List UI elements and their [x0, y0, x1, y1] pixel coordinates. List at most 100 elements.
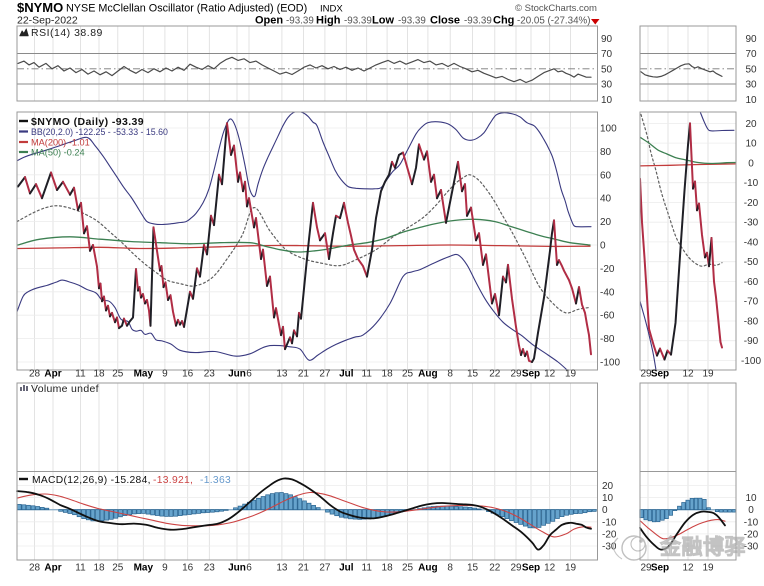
- svg-text:© StockCharts.com: © StockCharts.com: [515, 3, 597, 14]
- svg-text:11: 11: [362, 563, 373, 574]
- svg-text:-10: -10: [744, 517, 759, 528]
- svg-text:12: 12: [544, 563, 556, 574]
- svg-text:10: 10: [745, 95, 757, 106]
- svg-text:10: 10: [602, 493, 614, 504]
- svg-text:29: 29: [640, 563, 652, 574]
- svg-text:-10: -10: [744, 178, 759, 189]
- svg-text:NYSE McClellan Oscillator (Rat: NYSE McClellan Oscillator (Ratio Adjuste…: [66, 3, 307, 15]
- svg-text:70: 70: [601, 49, 613, 60]
- svg-text:May: May: [134, 563, 154, 574]
- svg-text:60: 60: [600, 170, 612, 181]
- svg-text:15: 15: [467, 369, 479, 380]
- svg-text:8: 8: [447, 563, 453, 574]
- svg-text:-80: -80: [600, 334, 615, 345]
- svg-text:27: 27: [319, 563, 331, 574]
- svg-text:25: 25: [402, 563, 414, 574]
- svg-text:19: 19: [702, 563, 714, 574]
- svg-text:RSI(14) 38.89: RSI(14) 38.89: [31, 27, 103, 39]
- svg-text:19: 19: [702, 369, 714, 380]
- svg-text:-93.39: -93.39: [398, 16, 426, 27]
- svg-text:-30: -30: [744, 218, 759, 229]
- svg-text:30: 30: [601, 80, 613, 91]
- svg-text:$NYMO (Daily) -93.39: $NYMO (Daily) -93.39: [31, 116, 144, 128]
- svg-text:Low: Low: [372, 15, 394, 27]
- svg-text:INDX: INDX: [320, 4, 343, 15]
- svg-text:High: High: [316, 15, 341, 27]
- svg-text:-30: -30: [602, 542, 617, 553]
- svg-text:-60: -60: [600, 311, 615, 322]
- svg-text:19: 19: [565, 563, 577, 574]
- svg-text:20: 20: [600, 217, 612, 228]
- svg-text:-80: -80: [744, 316, 759, 327]
- svg-text:Jun: Jun: [228, 369, 246, 380]
- svg-text:Jul: Jul: [339, 369, 354, 380]
- svg-text:Open: Open: [255, 15, 283, 27]
- svg-text:-93.39: -93.39: [286, 16, 314, 27]
- svg-text:-50: -50: [744, 257, 759, 268]
- svg-text:0: 0: [602, 505, 608, 516]
- svg-text:-30: -30: [744, 542, 759, 553]
- svg-text:22: 22: [489, 369, 501, 380]
- svg-text:30: 30: [745, 80, 757, 91]
- svg-text:70: 70: [745, 49, 757, 60]
- svg-text:May: May: [134, 369, 154, 380]
- svg-text:Close: Close: [430, 15, 460, 27]
- svg-text:-90: -90: [744, 336, 759, 347]
- svg-text:20: 20: [602, 481, 614, 492]
- svg-text:Sep: Sep: [522, 369, 540, 380]
- svg-text:18: 18: [382, 369, 394, 380]
- svg-text:25: 25: [112, 369, 124, 380]
- svg-text:6: 6: [246, 563, 252, 574]
- svg-text:11: 11: [75, 369, 86, 380]
- svg-text:25: 25: [112, 563, 124, 574]
- svg-text:Sep: Sep: [651, 563, 669, 574]
- svg-text:18: 18: [93, 563, 105, 574]
- svg-text:0: 0: [600, 241, 606, 252]
- svg-text:10: 10: [601, 95, 613, 106]
- svg-text:0: 0: [748, 158, 754, 169]
- svg-text:$NYMO: $NYMO: [17, 0, 63, 15]
- svg-text:18: 18: [382, 563, 394, 574]
- svg-text:0: 0: [748, 505, 754, 516]
- svg-text:23: 23: [204, 563, 216, 574]
- svg-text:16: 16: [182, 563, 194, 574]
- svg-text:16: 16: [182, 369, 194, 380]
- svg-text:Sep: Sep: [522, 563, 540, 574]
- svg-text:-20: -20: [744, 529, 759, 540]
- svg-text:50: 50: [745, 64, 757, 75]
- svg-text:-100: -100: [600, 358, 620, 369]
- svg-text:6: 6: [246, 369, 252, 380]
- svg-text:12: 12: [544, 369, 556, 380]
- svg-text:MA(50) -0.24: MA(50) -0.24: [31, 148, 85, 158]
- svg-text:40: 40: [600, 194, 612, 205]
- svg-text:22: 22: [489, 563, 501, 574]
- svg-text:-93.39: -93.39: [344, 16, 372, 27]
- svg-text:12: 12: [682, 563, 694, 574]
- svg-text:13: 13: [276, 563, 288, 574]
- svg-text:12: 12: [682, 369, 694, 380]
- svg-text:29: 29: [640, 369, 652, 380]
- svg-text:-20: -20: [744, 198, 759, 209]
- svg-text:-1.363: -1.363: [200, 475, 231, 486]
- svg-text:-40: -40: [744, 237, 759, 248]
- svg-text:MACD(12,26,9) -15.284,: MACD(12,26,9) -15.284,: [32, 475, 151, 486]
- svg-text:10: 10: [745, 139, 757, 150]
- svg-text:Sep: Sep: [651, 369, 669, 380]
- svg-text:20: 20: [745, 119, 757, 130]
- svg-text:27: 27: [319, 369, 331, 380]
- svg-text:13: 13: [276, 369, 288, 380]
- svg-text:100: 100: [600, 124, 617, 135]
- svg-text:-93.39: -93.39: [464, 16, 492, 27]
- svg-text:MA(200) -1.01: MA(200) -1.01: [31, 138, 90, 148]
- svg-text:Apr: Apr: [44, 563, 61, 574]
- svg-text:28: 28: [29, 369, 41, 380]
- svg-text:23: 23: [204, 369, 216, 380]
- svg-text:19: 19: [565, 369, 577, 380]
- svg-text:15: 15: [467, 563, 479, 574]
- svg-text:29: 29: [510, 563, 522, 574]
- svg-text:-70: -70: [744, 297, 759, 308]
- svg-text:29: 29: [510, 369, 522, 380]
- svg-text:8: 8: [447, 369, 453, 380]
- svg-text:BB(20,2.0) -122.25 - -53.33 -: BB(20,2.0) -122.25 - -53.33 - 15.60: [31, 127, 168, 137]
- svg-text:21: 21: [298, 563, 310, 574]
